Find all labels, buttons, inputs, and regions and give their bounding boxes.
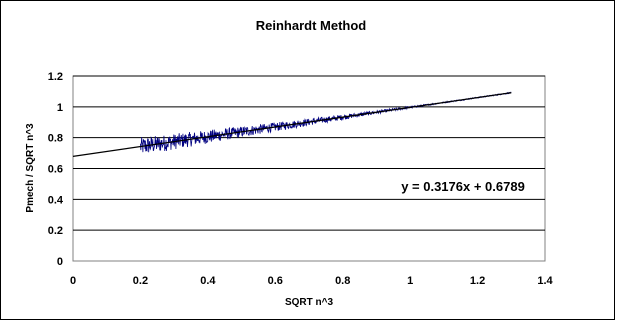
trendline-equation: y = 0.3176x + 0.6789	[401, 179, 525, 194]
trendline	[72, 92, 512, 157]
x-tick-label: 1.4	[537, 275, 553, 287]
y-tick-label: 0.8	[48, 133, 63, 145]
x-tick-label: 0.6	[268, 275, 283, 287]
x-tick-label: 0.4	[200, 275, 216, 287]
y-tick-label: 0.6	[48, 164, 63, 176]
trendline-group	[72, 92, 512, 157]
y-tick-labels: 0 0.2 0.4 0.6 0.8 1 1.2	[48, 71, 64, 268]
gridlines	[73, 75, 545, 231]
y-tick-label: 1.2	[48, 71, 63, 83]
y-tick-label: 1	[57, 102, 63, 114]
x-tick-label: 1	[407, 275, 413, 287]
y-tick-label: 0	[57, 256, 63, 268]
x-tick-label: 0	[70, 275, 76, 287]
x-axis-label: SQRT n^3	[285, 297, 334, 308]
x-tick-label: 0.2	[133, 275, 148, 287]
y-tick-label: 0.4	[48, 194, 64, 206]
chart-title: Reinhardt Method	[256, 18, 367, 33]
x-tick-label: 1.2	[470, 275, 485, 287]
y-tick-label: 0.2	[48, 225, 63, 237]
x-tick-label: 0.8	[335, 275, 350, 287]
y-axis-label: Pmech / SQRT n^3	[25, 123, 36, 213]
x-tick-labels: 0 0.2 0.4 0.6 0.8 1 1.2 1.4	[70, 275, 554, 287]
